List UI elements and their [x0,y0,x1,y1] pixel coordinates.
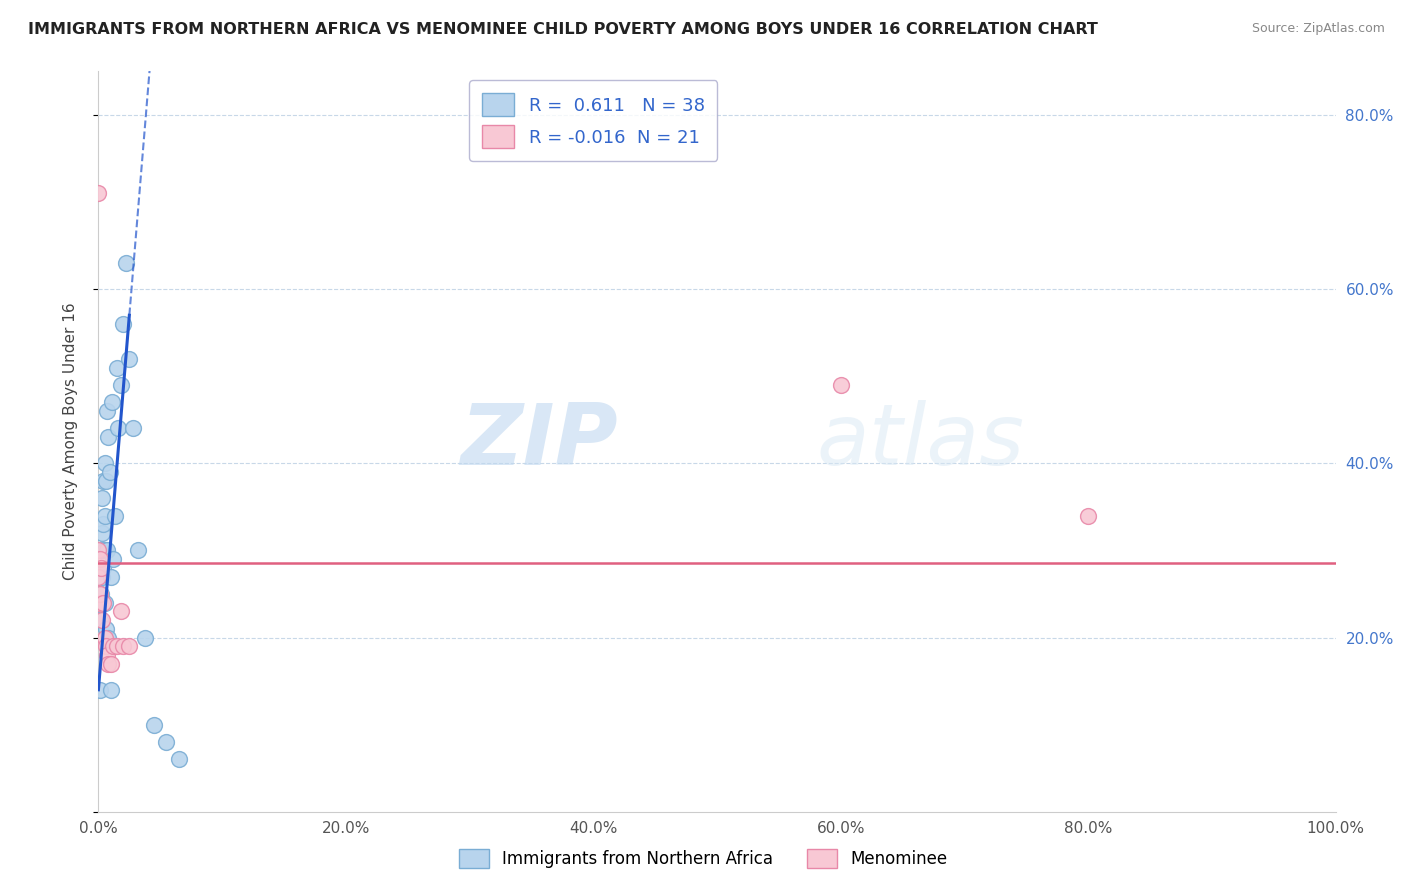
Point [93,561,115,575]
Point [97,631,120,645]
Point [87,543,110,558]
Point [93,517,115,532]
Point [107,421,129,435]
Point [103,508,125,523]
Point [90,561,112,575]
Point [89,613,111,627]
Point [89,682,111,697]
Point [1077,508,1099,523]
Point [94,622,117,636]
Point [93,456,115,470]
Point [93,508,115,523]
Point [103,639,125,653]
Point [122,421,145,435]
Point [90,587,112,601]
Point [93,596,115,610]
Point [96,648,118,662]
Point [91,491,114,505]
Point [96,404,118,418]
Point [91,613,114,627]
Point [94,474,117,488]
Point [100,682,122,697]
Point [127,543,149,558]
Point [118,639,141,653]
Point [143,717,166,731]
Point [93,474,115,488]
Point [114,256,136,270]
Text: Source: ZipAtlas.com: Source: ZipAtlas.com [1251,22,1385,36]
Point [103,552,125,566]
Point [100,569,122,583]
Point [100,657,122,671]
Point [93,631,115,645]
Point [110,604,132,618]
Point [134,631,156,645]
Point [105,360,128,375]
Point [97,657,120,671]
Point [118,351,141,366]
Point [87,596,110,610]
Point [91,569,114,583]
Legend: Immigrants from Northern Africa, Menominee: Immigrants from Northern Africa, Menomin… [453,842,953,875]
Text: IMMIGRANTS FROM NORTHERN AFRICA VS MENOMINEE CHILD POVERTY AMONG BOYS UNDER 16 C: IMMIGRANTS FROM NORTHERN AFRICA VS MENOM… [28,22,1098,37]
Point [89,552,111,566]
Point [93,543,115,558]
Point [830,378,852,392]
Point [93,596,115,610]
Point [97,430,120,444]
Point [96,543,118,558]
Legend: R =  0.611   N = 38, R = -0.016  N = 21: R = 0.611 N = 38, R = -0.016 N = 21 [470,80,717,161]
Text: atlas: atlas [815,400,1024,483]
Y-axis label: Child Poverty Among Boys Under 16: Child Poverty Among Boys Under 16 [63,302,77,581]
Point [87,569,110,583]
Point [101,395,124,409]
Point [89,587,111,601]
Point [112,639,135,653]
Point [98,465,121,479]
Point [155,735,177,749]
Point [167,752,190,766]
Point [105,639,128,653]
Point [112,317,135,331]
Point [110,378,132,392]
Text: ZIP: ZIP [460,400,619,483]
Point [94,639,117,653]
Point [87,186,110,201]
Point [91,526,114,541]
Point [90,543,112,558]
